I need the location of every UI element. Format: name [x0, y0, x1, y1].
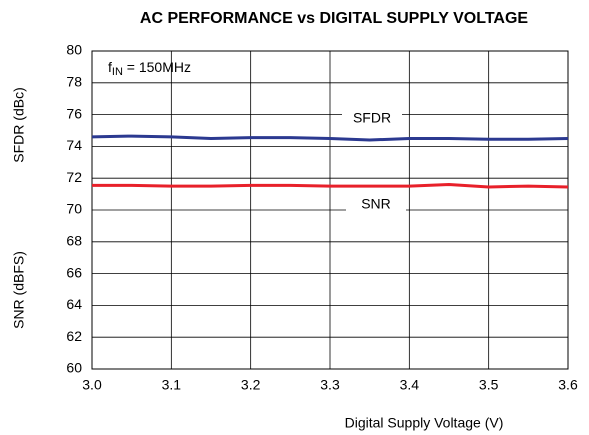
series-label-bg [346, 195, 406, 215]
series-label-bg [342, 109, 402, 129]
annotation-suffix: = 150MHz [123, 59, 191, 75]
annotation: fIN = 150MHz [108, 59, 191, 78]
series-label: SFDR [353, 110, 391, 126]
x-tick-label: 3.4 [400, 377, 420, 393]
y-tick-label: 80 [66, 42, 82, 58]
y-tick-label: 76 [66, 105, 82, 121]
x-tick-label: 3.5 [479, 377, 499, 393]
y-tick-label: 60 [66, 360, 82, 376]
y-tick-label: 62 [66, 328, 82, 344]
data-line [92, 183, 569, 189]
x-axis-label: Digital Supply Voltage (V) [345, 415, 504, 431]
x-tick-label: 3.1 [162, 377, 182, 393]
annotation-subscript: IN [112, 66, 123, 78]
y-axis-label: SFDR (dBc) [11, 87, 27, 162]
y-axis-label: SNR (dBFS) [11, 251, 27, 329]
series-label: SNR [361, 196, 391, 212]
y-tick-label: 66 [66, 264, 82, 280]
y-tick-label: 72 [66, 169, 82, 185]
data-line [91, 134, 569, 142]
y-tick-label: 78 [66, 74, 82, 90]
y-tick-label: 74 [66, 137, 82, 153]
x-tick-label: 3.6 [558, 377, 578, 393]
y-tick-label: 64 [66, 296, 82, 312]
plot-frame [91, 50, 569, 370]
annotation-main: f [108, 59, 112, 75]
y-tick-label: 70 [66, 201, 82, 217]
x-tick-label: 3.3 [320, 377, 340, 393]
x-tick-label: 3.2 [241, 377, 261, 393]
x-tick-label: 3.0 [82, 377, 102, 393]
chart-title: AC PERFORMANCE vs DIGITAL SUPPLY VOLTAGE [140, 10, 529, 27]
y-tick-label: 68 [66, 233, 82, 249]
